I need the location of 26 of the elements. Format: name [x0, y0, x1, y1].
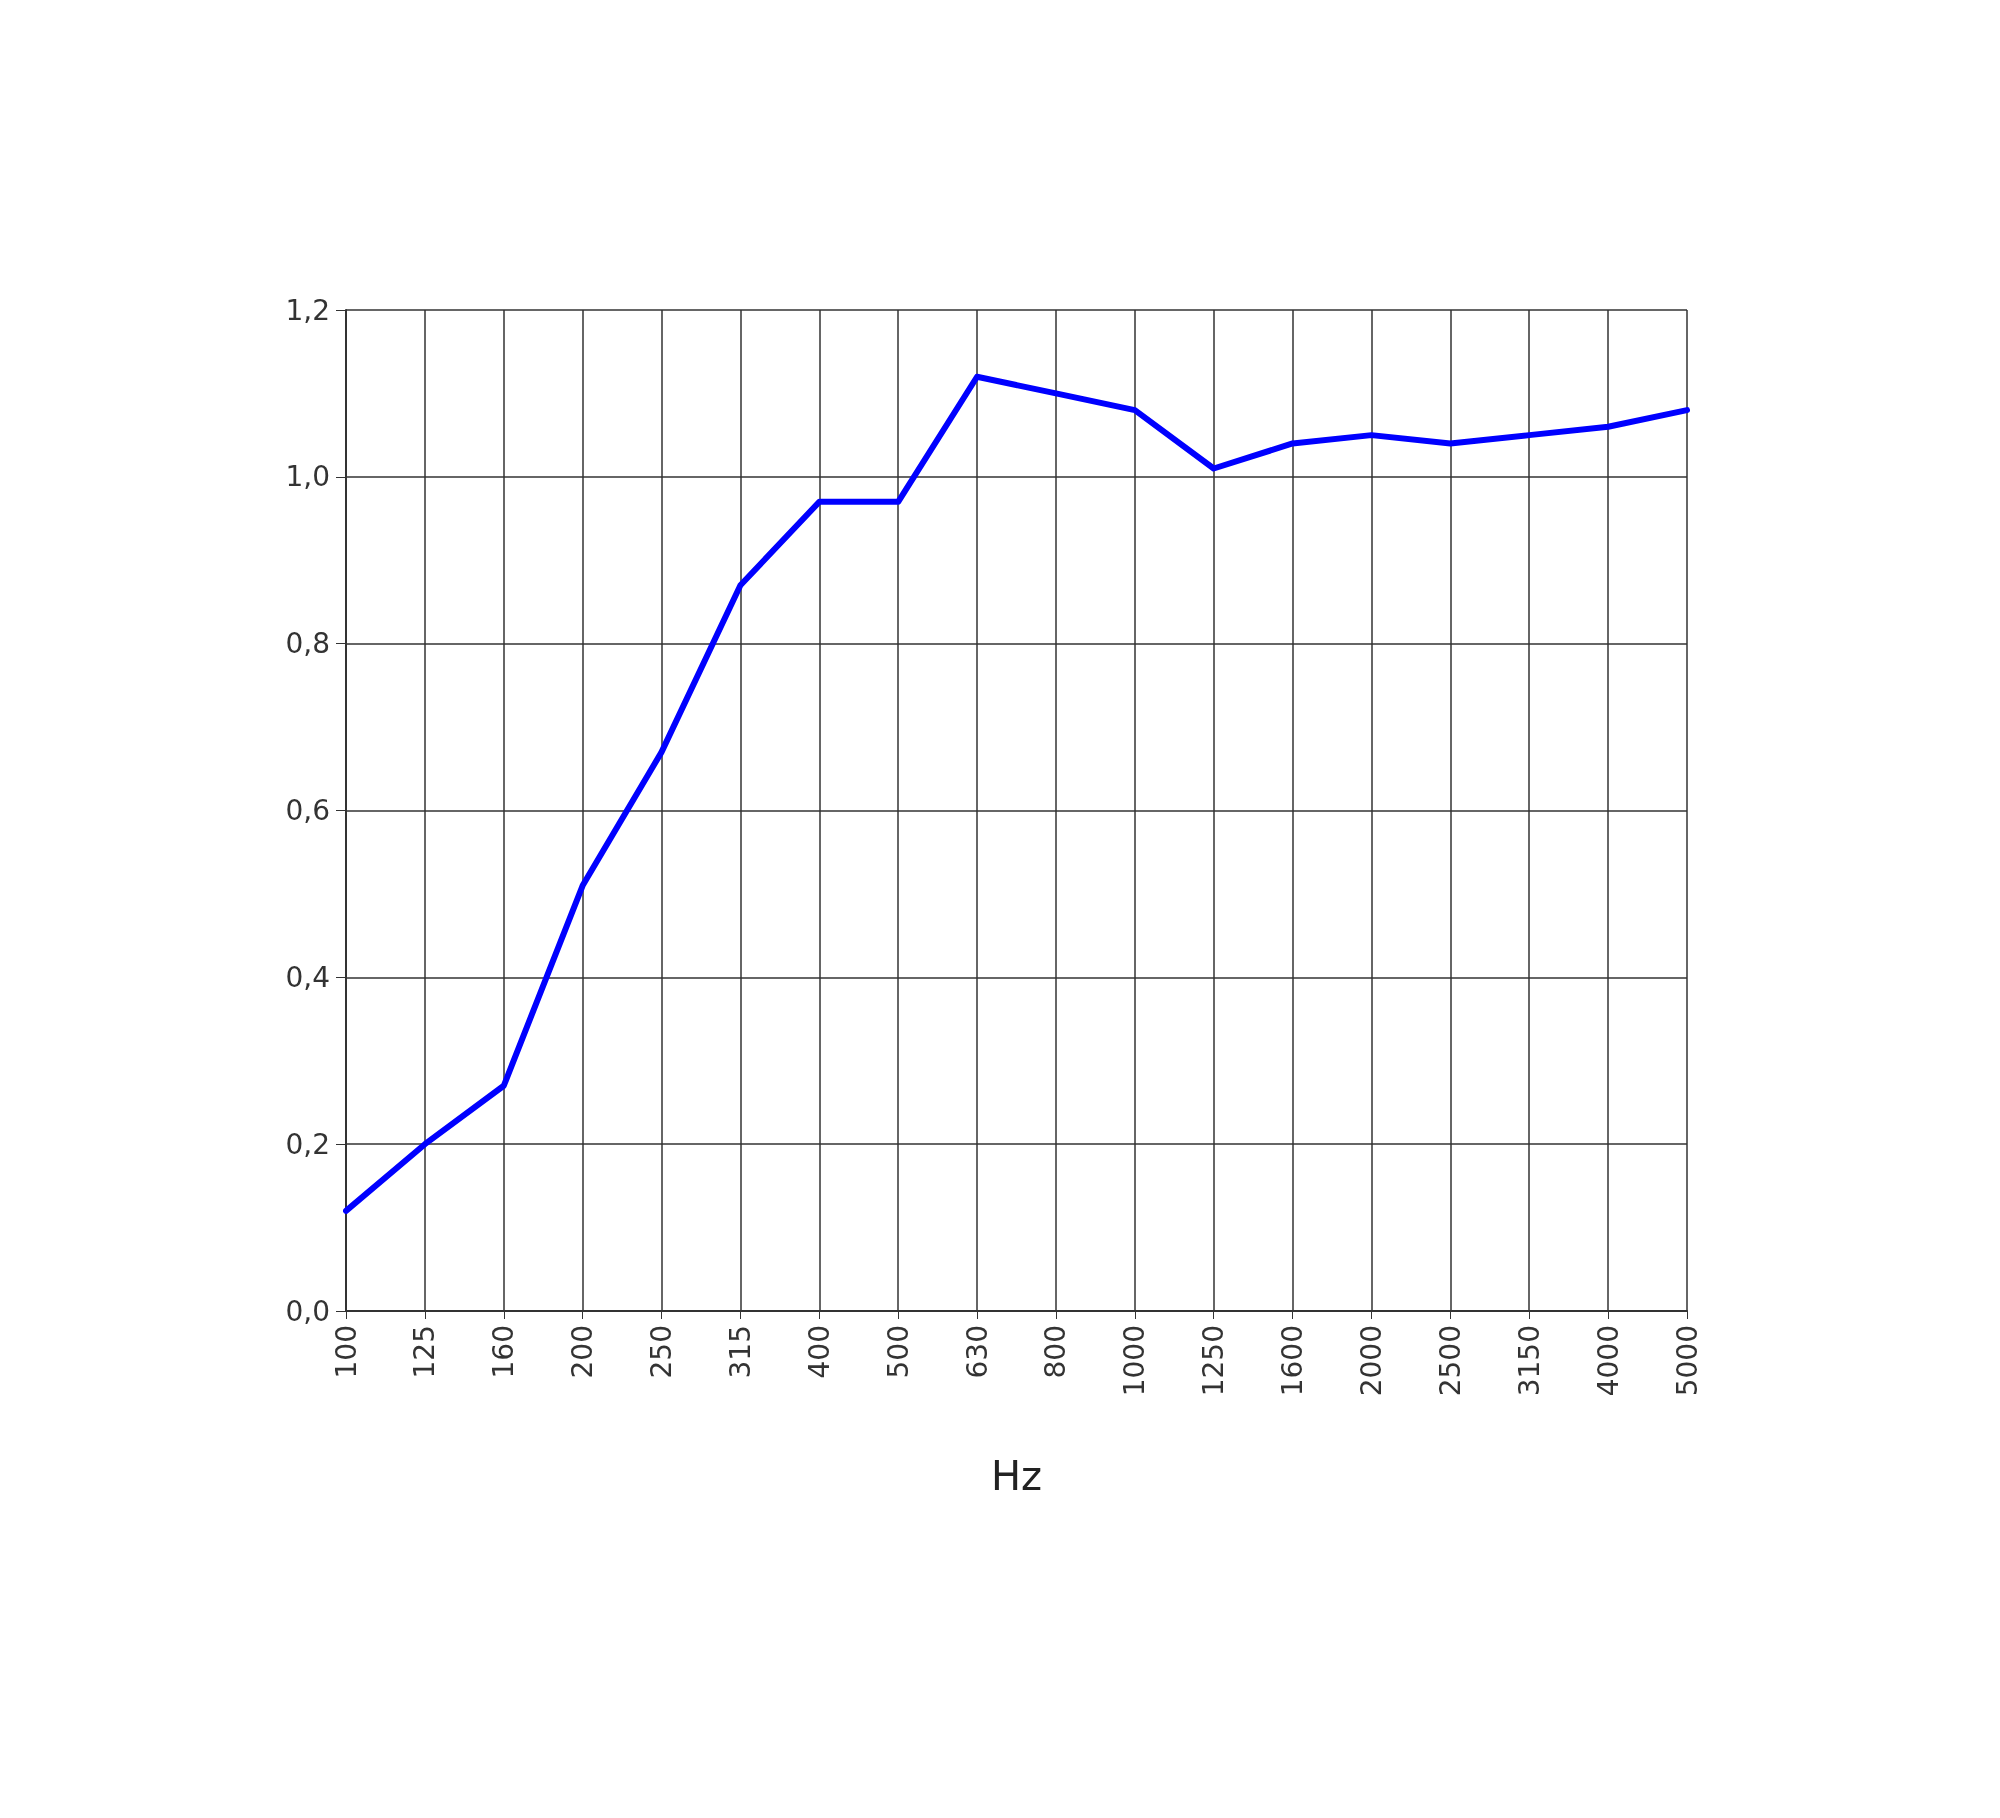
x-tick-label: 1000 [1118, 1325, 1152, 1397]
y-tick-label: 0,0 [285, 1294, 330, 1328]
x-tick-label: 160 [487, 1325, 521, 1379]
y-tick-label: 1,0 [285, 460, 330, 494]
y-tick-label: 0,8 [285, 627, 330, 661]
x-tick-label: 315 [723, 1325, 757, 1379]
x-tick-label: 800 [1039, 1325, 1073, 1379]
y-tick-label: 0,6 [285, 794, 330, 827]
x-tick-label: 500 [881, 1325, 915, 1379]
x-tick-label: 2000 [1354, 1325, 1388, 1397]
x-tick-label: 5000 [1670, 1325, 1704, 1397]
y-tick-label: 0,4 [285, 960, 330, 994]
y-tick-label: 1,2 [285, 293, 330, 327]
x-axis-title: Hz [990, 1453, 1043, 1499]
x-tick-label: 125 [408, 1325, 442, 1379]
x-tick-label: 400 [802, 1325, 836, 1379]
x-tick-label: 630 [960, 1325, 994, 1379]
x-tick-label: 4000 [1591, 1325, 1625, 1397]
y-tick-label: 0,2 [285, 1127, 330, 1161]
x-tick-label: 1250 [1197, 1325, 1231, 1397]
x-tick-label: 100 [329, 1325, 363, 1379]
x-tick-label: 200 [566, 1325, 600, 1379]
x-tick-label: 1600 [1276, 1325, 1310, 1397]
x-tick-label: 2500 [1433, 1325, 1467, 1397]
x-tick-label: 250 [645, 1325, 679, 1379]
x-tick-label: 3150 [1512, 1325, 1546, 1397]
